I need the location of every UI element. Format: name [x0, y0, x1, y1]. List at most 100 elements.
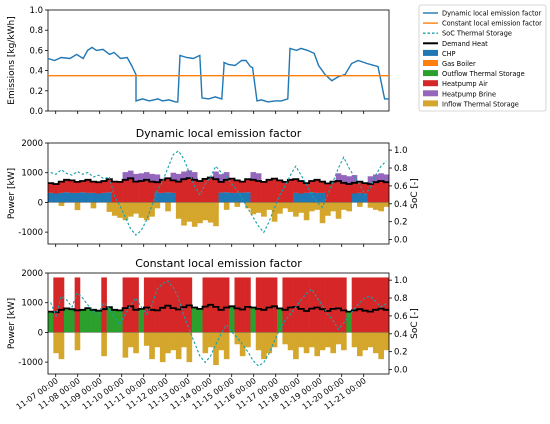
outflow-storage-bar	[111, 309, 118, 333]
heatpump-air-bar	[341, 182, 347, 203]
heatpump-air-bar	[154, 182, 161, 193]
y2-tick-label: 0.8	[394, 164, 408, 174]
inflow-storage-bar	[191, 202, 198, 227]
legend-swatch	[423, 70, 438, 77]
inflow-storage-bar	[165, 202, 171, 212]
y2-tick-label: 0.2	[394, 348, 408, 358]
legend-entry: Dynamic local emission factor	[423, 10, 542, 18]
emission-factor-panel: 0.0 0.2 0.4 0.6 0.8 1.0 Emissions [kg/kWh]	[7, 6, 390, 117]
inflow-storage-bar	[255, 332, 262, 351]
inflow-storage-bar	[106, 202, 113, 212]
inflow-storage-bar	[133, 332, 139, 354]
y2-axis-label: SoC [-]	[410, 178, 420, 209]
inflow-storage-bar	[122, 202, 129, 221]
chp-bar	[234, 192, 241, 203]
heatpump-air-bar	[181, 277, 187, 333]
legend-entry: Constant local emission factor	[423, 20, 542, 28]
heatpump-brine-bar	[122, 172, 129, 180]
inflow-storage-bar	[351, 332, 358, 348]
chp-bar	[106, 192, 113, 203]
heatpump-air-bar	[53, 277, 59, 333]
inflow-storage-bar	[154, 202, 161, 209]
inflow-storage-bar	[357, 332, 363, 357]
y-tick-label: 0.2	[29, 87, 43, 97]
chp-bar	[53, 193, 59, 203]
inflow-storage-bar	[282, 332, 289, 345]
legend-label: SoC Thermal Storage	[442, 30, 512, 38]
outflow-storage-bar	[48, 311, 54, 333]
heatpump-air-bar	[266, 179, 273, 203]
outflow-storage-bar	[85, 308, 91, 333]
heatpump-air-bar	[202, 277, 209, 333]
heatpump-brine-bar	[191, 172, 198, 180]
inflow-storage-bar	[298, 202, 305, 213]
inflow-storage-bar	[357, 202, 363, 207]
inflow-storage-bar	[325, 202, 331, 216]
heatpump-brine-bar	[138, 173, 145, 182]
plot-frame-0	[47, 9, 390, 112]
heatpump-air-bar	[373, 182, 379, 203]
chp-bar	[351, 193, 358, 203]
heatpump-brine-bar	[250, 172, 257, 180]
inflow-storage-bar	[341, 202, 347, 210]
heatpump-air-bar	[277, 180, 283, 203]
inflow-storage-bar	[159, 332, 166, 363]
chp-bar	[79, 192, 86, 203]
heatpump-brine-bar	[383, 174, 389, 183]
heatpump-air-bar	[319, 181, 326, 193]
power-bars-1	[48, 170, 389, 227]
y-tick-label: -1000	[18, 228, 43, 238]
inflow-storage-bar	[170, 332, 177, 351]
plot-frame-1	[47, 142, 390, 245]
legend-entry: Outflow Thermal Storage	[423, 70, 525, 78]
chp-bar	[239, 192, 246, 203]
heatpump-air-bar	[143, 179, 150, 203]
inflow-storage-bar	[53, 332, 59, 354]
outflow-storage-bar	[197, 308, 203, 333]
chp-bar	[229, 192, 235, 203]
inflow-storage-bar	[149, 202, 155, 217]
heatpump-air-bar	[58, 181, 65, 193]
heatpump-air-bar	[309, 277, 315, 333]
inflow-storage-bar	[143, 332, 150, 346]
inflow-storage-bar	[378, 202, 384, 212]
chp-bar	[245, 192, 251, 203]
outflow-storage-bar	[229, 306, 235, 333]
heatpump-brine-bar	[367, 176, 374, 184]
y-tick-label: 1000	[21, 299, 43, 309]
inflow-storage-bar	[234, 202, 241, 207]
legend-label: Constant local emission factor	[442, 20, 542, 28]
inflow-storage-bar	[207, 202, 214, 223]
inflow-storage-bar	[197, 202, 203, 224]
heatpump-air-bar	[133, 181, 139, 203]
inflow-storage-bar	[138, 202, 145, 218]
inflow-storage-bar	[383, 202, 389, 207]
inflow-storage-bar	[319, 332, 326, 351]
heatpump-air-bar	[170, 180, 177, 193]
outflow-storage-bar	[63, 308, 70, 333]
y-tick-label: 1000	[21, 169, 43, 179]
heatpump-brine-bar	[218, 174, 225, 182]
inflow-storage-bar	[303, 202, 310, 221]
heatpump-air-bar	[362, 183, 368, 194]
heatpump-air-bar	[69, 180, 75, 193]
heatpump-brine-bar	[213, 171, 219, 180]
inflow-storage-bar	[58, 332, 65, 360]
outflow-storage-bar	[191, 307, 198, 333]
legend-entry: Gas Boiler	[423, 60, 476, 68]
heatpump-air-bar	[48, 183, 54, 193]
dynamic-emission-factor-line	[47, 46, 389, 103]
outflow-storage-bar	[79, 309, 86, 333]
legend-entry: SoC Thermal Storage	[423, 30, 512, 38]
y-tick-label: 1.0	[29, 6, 43, 16]
legend-label: Outflow Thermal Storage	[442, 70, 525, 78]
y2-tick-label: 0.0	[394, 366, 408, 376]
y2-tick-label: 1.0	[394, 276, 408, 286]
heatpump-brine-bar	[351, 175, 358, 183]
legend-box	[418, 4, 547, 112]
inflow-storage-bar	[133, 202, 139, 214]
chp-bar	[58, 192, 65, 203]
y-tick-label: 0.0	[29, 107, 43, 117]
soc-thermal-storage-line	[50, 150, 387, 236]
inflow-storage-bar	[277, 202, 283, 214]
